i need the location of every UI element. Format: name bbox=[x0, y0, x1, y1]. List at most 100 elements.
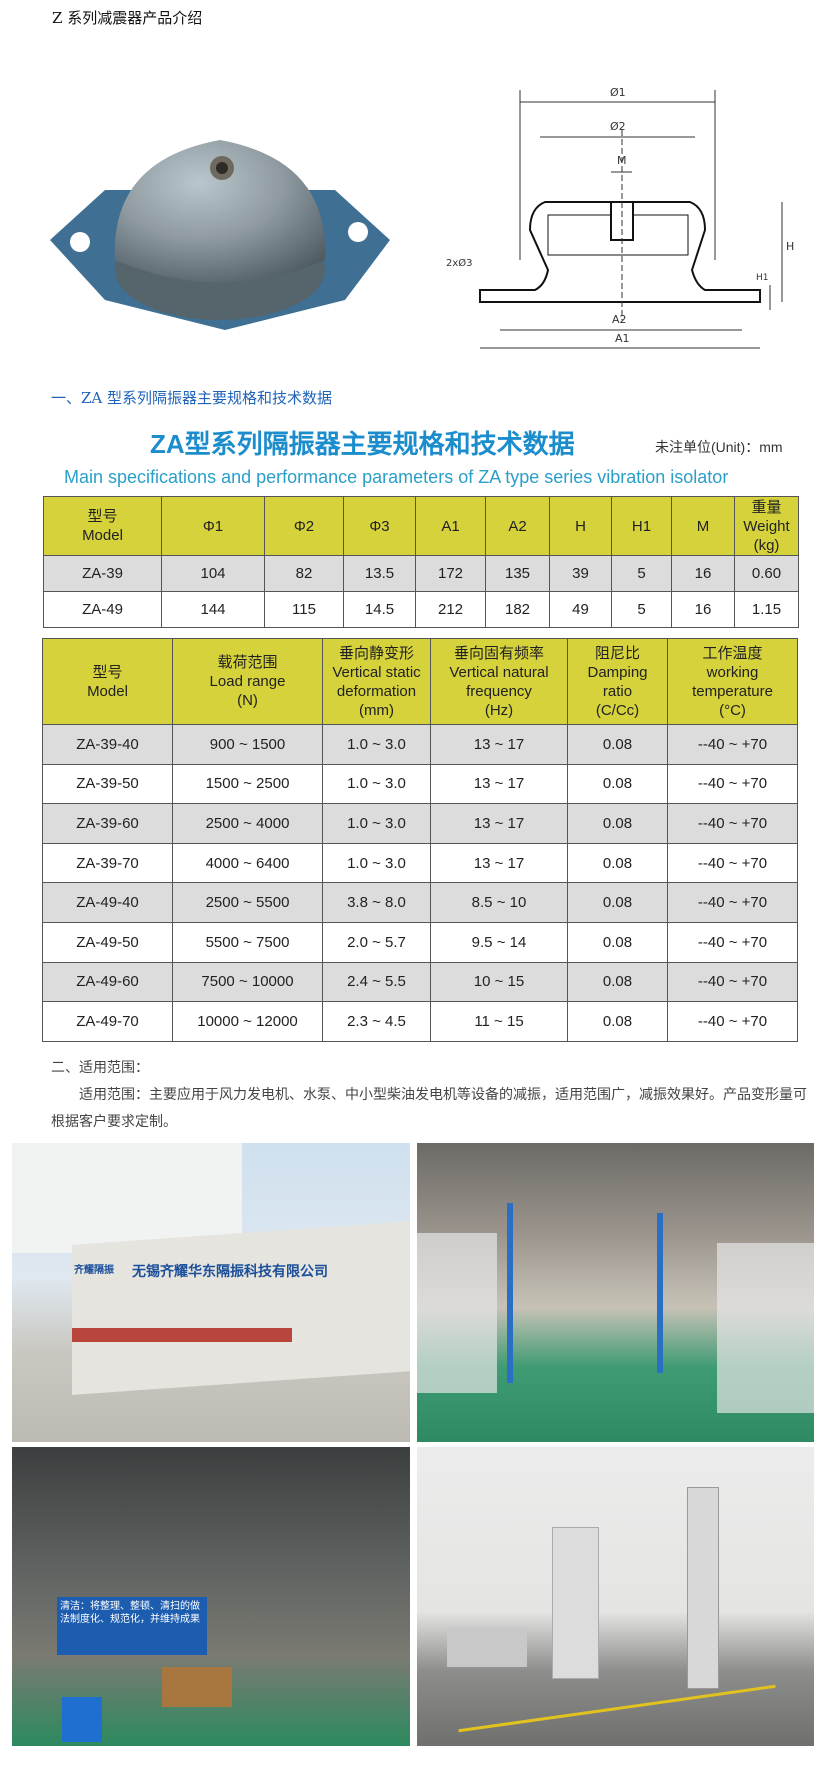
workshop-photo: 清洁：将整理、整顿、清扫的做法制度化、规范化，并维持成果 bbox=[12, 1447, 410, 1746]
product-photo bbox=[50, 140, 390, 330]
table-cell: ZA-39-50 bbox=[42, 763, 173, 805]
table-cell: ZA-39-60 bbox=[42, 803, 173, 844]
label-d1: Ø1 bbox=[610, 86, 626, 99]
table-cell: 13 ~ 17 bbox=[430, 724, 568, 765]
table-cell: ZA-39 bbox=[43, 555, 162, 592]
table-cell: --40 ~ +70 bbox=[667, 921, 798, 963]
table-cell: 135 bbox=[485, 555, 550, 592]
label-h: H bbox=[786, 240, 794, 253]
table-cell: --40 ~ +70 bbox=[667, 882, 798, 923]
label-a2: A2 bbox=[612, 313, 627, 326]
table-cell: 5 bbox=[611, 591, 672, 628]
table-cell: --40 ~ +70 bbox=[667, 842, 798, 884]
label-d2: Ø2 bbox=[610, 120, 626, 133]
column-header: H1 bbox=[611, 496, 672, 556]
table-cell: 212 bbox=[415, 591, 486, 628]
table-cell: 14.5 bbox=[343, 591, 416, 628]
table-cell: 82 bbox=[264, 555, 344, 592]
table-cell: 39 bbox=[549, 555, 612, 592]
table-cell: 8.5 ~ 10 bbox=[430, 882, 568, 923]
table-row: ZA-49 144 115 14.5 212 182 49 5 16 1.15 bbox=[43, 591, 799, 628]
label-a1: A1 bbox=[615, 332, 630, 345]
table-cell: 4000 ~ 6400 bbox=[172, 842, 323, 884]
table-cell: 900 ~ 1500 bbox=[172, 724, 323, 765]
laboratory-photo bbox=[417, 1447, 814, 1746]
table-cell: 7500 ~ 10000 bbox=[172, 961, 323, 1003]
table-row: ZA-39-70 4000 ~ 6400 1.0 ~ 3.0 13 ~ 17 0.08-… bbox=[42, 842, 798, 884]
table-cell: 49 bbox=[549, 591, 612, 628]
table-cell: 0.08 bbox=[567, 724, 668, 765]
table-row: ZA-39-60 2500 ~ 4000 1.0 ~ 3.0 13 ~ 17 0.08-… bbox=[42, 803, 798, 844]
column-header: 工作温度 working temperature (°C) bbox=[667, 638, 798, 725]
warehouse-photo bbox=[417, 1143, 814, 1442]
spec-table-title: ZA型系列隔振器主要规格和技术数据 bbox=[150, 429, 575, 459]
table-cell: 1.0 ~ 3.0 bbox=[322, 803, 431, 844]
table-row: ZA-39-50 1500 ~ 2500 1.0 ~ 3.0 13 ~ 17 0.08-… bbox=[42, 763, 798, 805]
table-cell: 10000 ~ 12000 bbox=[172, 1001, 323, 1042]
column-header: A2 bbox=[485, 496, 550, 556]
column-header: 型号 Model bbox=[43, 496, 162, 556]
table-cell: 5 bbox=[611, 555, 672, 592]
column-header: H bbox=[549, 496, 612, 556]
table-cell: 2.4 ~ 5.5 bbox=[322, 961, 431, 1003]
table-cell: 10 ~ 15 bbox=[430, 961, 568, 1003]
table-cell: 1.0 ~ 3.0 bbox=[322, 842, 431, 884]
table-cell: 0.60 bbox=[734, 555, 799, 592]
column-header: 载荷范围 Load range (N) bbox=[172, 638, 323, 725]
table-cell: 1.0 ~ 3.0 bbox=[322, 724, 431, 765]
column-header: 重量 Weight (kg) bbox=[734, 496, 799, 556]
table-cell: 1.0 ~ 3.0 bbox=[322, 763, 431, 805]
column-header: Φ1 bbox=[161, 496, 265, 556]
company-building-photo: 齐耀隔振 无锡齐耀华东隔振科技有限公司 bbox=[12, 1143, 410, 1442]
table-cell: ZA-39-40 bbox=[42, 724, 173, 765]
table-cell: 1500 ~ 2500 bbox=[172, 763, 323, 805]
table-cell: 2500 ~ 4000 bbox=[172, 803, 323, 844]
section2-heading: 二、适用范围： bbox=[51, 1060, 149, 1076]
unit-note: 未注单位(Unit)：mm bbox=[655, 439, 783, 455]
table-cell: ZA-49 bbox=[43, 591, 162, 628]
table-row: ZA-49-50 5500 ~ 7500 2.0 ~ 5.7 9.5 ~ 14 0.08… bbox=[42, 921, 798, 963]
table-row: ZA-49-60 7500 ~ 10000 2.4 ~ 5.5 10 ~ 15 0.08… bbox=[42, 961, 798, 1003]
table-cell: 2.3 ~ 4.5 bbox=[322, 1001, 431, 1042]
application-paragraph: 适用范围：主要应用于风力发电机、水泵、中小型柴油发电机等设备的减振，适用范围广，… bbox=[51, 1087, 807, 1130]
table-cell: --40 ~ +70 bbox=[667, 724, 798, 765]
table-cell: 13 ~ 17 bbox=[430, 763, 568, 805]
table-cell: 115 bbox=[264, 591, 344, 628]
table-cell: 0.08 bbox=[567, 842, 668, 884]
table-cell: 2.0 ~ 5.7 bbox=[322, 921, 431, 963]
column-header: 型号 Model bbox=[42, 638, 173, 725]
column-header: Φ2 bbox=[264, 496, 344, 556]
table-cell: ZA-39-70 bbox=[42, 842, 173, 884]
column-header: 阻尼比 Damping ratio (C/Cc) bbox=[567, 638, 668, 725]
spec-table-subtitle: Main specifications and performance para… bbox=[64, 467, 729, 487]
table-cell: 13.5 bbox=[343, 555, 416, 592]
section1-heading: 一、ZA 型系列隔振器主要规格和技术数据 bbox=[51, 389, 333, 407]
page-title: Z 系列减震器产品介绍 bbox=[52, 9, 203, 27]
table-cell: 104 bbox=[161, 555, 265, 592]
table-cell: 16 bbox=[671, 555, 735, 592]
table-cell: ZA-49-70 bbox=[42, 1001, 173, 1042]
table-cell: 11 ~ 15 bbox=[430, 1001, 568, 1042]
column-header: Φ3 bbox=[343, 496, 416, 556]
table-cell: ZA-49-50 bbox=[42, 921, 173, 963]
table-cell: 144 bbox=[161, 591, 265, 628]
table-cell: 2500 ~ 5500 bbox=[172, 882, 323, 923]
table-cell: 1.15 bbox=[734, 591, 799, 628]
dimensions-table: 型号 Model Φ1 Φ2 Φ3 A1 A2 H H1 M 重量 Weight (kg) ZA-… bbox=[43, 496, 799, 628]
table-cell: ZA-49-60 bbox=[42, 961, 173, 1003]
table-cell: 16 bbox=[671, 591, 735, 628]
workshop-banner: 清洁：将整理、整顿、清扫的做法制度化、规范化，并维持成果 bbox=[57, 1597, 207, 1655]
table-cell: 5500 ~ 7500 bbox=[172, 921, 323, 963]
column-header: 垂向静变形 Vertical static deformation (mm) bbox=[322, 638, 431, 725]
table-cell: 13 ~ 17 bbox=[430, 803, 568, 844]
column-header: 垂向固有频率 Vertical natural frequency (Hz) bbox=[430, 638, 568, 725]
table-cell: 0.08 bbox=[567, 882, 668, 923]
table-cell: --40 ~ +70 bbox=[667, 763, 798, 805]
table-row: ZA-49-70 10000 ~ 12000 2.3 ~ 4.5 11 ~ 15 0.0… bbox=[42, 1001, 798, 1042]
dimension-drawing: Ø1 Ø2 M A2 A1 2xØ3 H H1 bbox=[446, 86, 794, 349]
table-cell: 3.8 ~ 8.0 bbox=[322, 882, 431, 923]
table-cell: 172 bbox=[415, 555, 486, 592]
column-header: A1 bbox=[415, 496, 486, 556]
table-row: ZA-49-40 2500 ~ 5500 3.8 ~ 8.0 8.5 ~ 10 0.08… bbox=[42, 882, 798, 923]
label-h1: H1 bbox=[756, 273, 769, 283]
